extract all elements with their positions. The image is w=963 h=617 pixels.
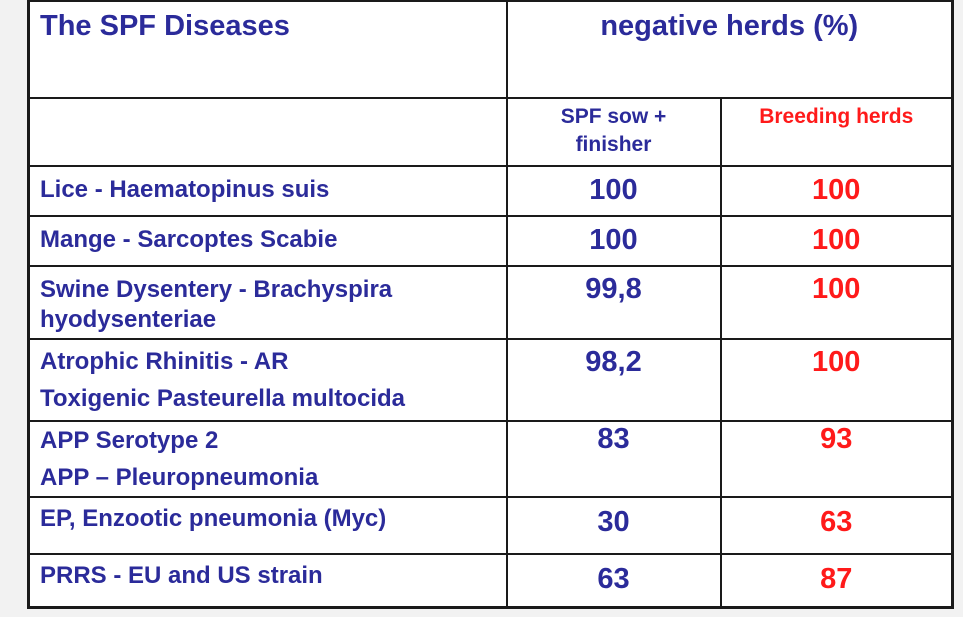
disease-line1: Atrophic Rhinitis - AR (40, 348, 289, 375)
spf-header-line2: finisher (575, 133, 652, 156)
disease-line1: Swine Dysentery - Brachyspira (40, 276, 393, 303)
table-row: Swine Dysentery - Brachyspira hyodysente… (27, 265, 954, 340)
table-row: Mange - Sarcoptes Scabie 100 100 (27, 215, 954, 267)
disease-name: APP Serotype 2 APP – Pleuropneumonia (27, 420, 508, 498)
disease-line1: Mange - Sarcoptes Scabie (40, 226, 338, 253)
spf-value: 100 (505, 215, 722, 267)
spf-header-line1: SPF sow + (560, 105, 667, 128)
disease-name: Atrophic Rhinitis - AR Toxigenic Pasteur… (27, 338, 508, 422)
negative-herds-header: negative herds (%) (505, 0, 954, 99)
table-row: PRRS - EU and US strain 63 87 (27, 553, 954, 608)
header-row: The SPF Diseases negative herds (%) (27, 0, 954, 99)
disease-line2: hyodysenteriae (40, 306, 217, 333)
disease-name: Lice - Haematopinus suis (27, 165, 508, 217)
disease-line1: APP Serotype 2 (40, 427, 219, 454)
disease-name: EP, Enzootic pneumonia (Myc) (27, 496, 508, 555)
spf-sow-finisher-header: SPF sow + finisher (505, 97, 722, 167)
disease-line1: Lice - Haematopinus suis (40, 176, 330, 203)
disease-line1: EP, Enzootic pneumonia (Myc) (40, 505, 387, 532)
breeding-value: 93 (719, 420, 954, 498)
spf-value: 100 (505, 165, 722, 217)
spf-value: 98,2 (505, 338, 722, 422)
spf-value: 30 (505, 496, 722, 555)
breeding-value: 100 (719, 265, 954, 340)
breeding-value: 100 (719, 338, 954, 422)
spf-value: 99,8 (505, 265, 722, 340)
spf-diseases-table: The SPF Diseases negative herds (%) SPF … (27, 0, 954, 609)
breeding-value: 87 (719, 553, 954, 608)
subheader-empty-cell (27, 97, 508, 167)
disease-name: PRRS - EU and US strain (27, 553, 508, 608)
disease-name: Swine Dysentery - Brachyspira hyodysente… (27, 265, 508, 340)
table-row: Atrophic Rhinitis - AR Toxigenic Pasteur… (27, 338, 954, 422)
spf-value: 83 (505, 420, 722, 498)
table-row: Lice - Haematopinus suis 100 100 (27, 165, 954, 217)
breeding-value: 63 (719, 496, 954, 555)
table-title: The SPF Diseases (27, 0, 508, 99)
disease-line1: PRRS - EU and US strain (40, 562, 323, 589)
breeding-herds-header: Breeding herds (719, 97, 954, 167)
disease-line2: Toxigenic Pasteurella multocida (40, 385, 405, 412)
spf-value: 63 (505, 553, 722, 608)
breeding-value: 100 (719, 215, 954, 267)
table-row: APP Serotype 2 APP – Pleuropneumonia 83 … (27, 420, 954, 498)
disease-name: Mange - Sarcoptes Scabie (27, 215, 508, 267)
breeding-value: 100 (719, 165, 954, 217)
subheader-row: SPF sow + finisher Breeding herds (27, 97, 954, 167)
table-row: EP, Enzootic pneumonia (Myc) 30 63 (27, 496, 954, 555)
disease-line2: APP – Pleuropneumonia (40, 464, 319, 491)
